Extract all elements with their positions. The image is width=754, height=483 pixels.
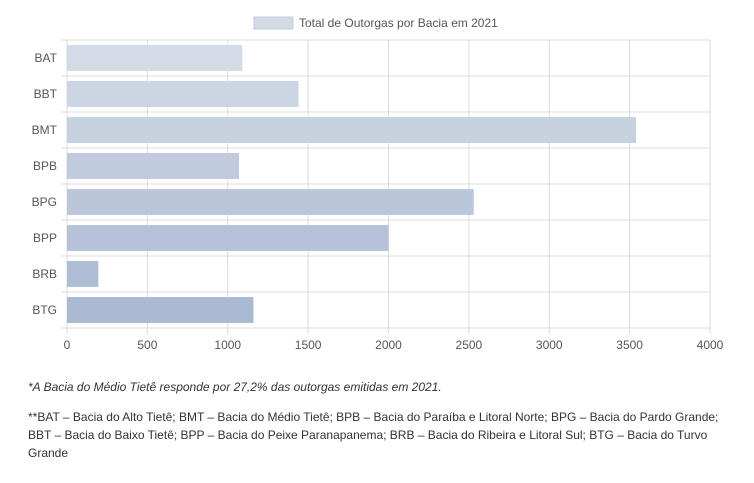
x-tick-label: 500 <box>137 338 157 352</box>
bar-bmt[interactable] <box>67 117 637 143</box>
y-tick-label: BBT <box>34 87 58 101</box>
bar-bpb[interactable] <box>67 153 240 179</box>
bar-bbt[interactable] <box>67 81 299 107</box>
x-tick-label: 0 <box>64 338 71 352</box>
x-tick-label: 3000 <box>536 338 563 352</box>
legend-label: Total de Outorgas por Bacia em 2021 <box>299 16 498 30</box>
y-tick-label: BRB <box>32 267 57 281</box>
bar-chart: Total de Outorgas por Bacia em 2021 BATB… <box>32 16 724 352</box>
bar-bat[interactable] <box>67 45 243 71</box>
chart-bars <box>67 45 637 323</box>
y-tick-label: BAT <box>35 51 58 65</box>
y-axis-labels: BAT BBT BMT BPB BPG BPP BRB BTG <box>32 51 58 317</box>
y-tick-label: BTG <box>32 303 57 317</box>
footnote-share: *A Bacia do Médio Tietê responde por 27,… <box>28 380 442 394</box>
x-tick-label: 2000 <box>375 338 402 352</box>
x-axis-labels: 0 500 1000 1500 2000 2500 3000 3500 4000 <box>64 338 724 352</box>
chart-legend[interactable]: Total de Outorgas por Bacia em 2021 <box>253 16 498 30</box>
bar-bpg[interactable] <box>67 189 474 215</box>
footnotes: *A Bacia do Médio Tietê responde por 27,… <box>28 378 728 462</box>
y-tick-label: BPG <box>32 195 57 209</box>
x-tick-label: 1000 <box>214 338 241 352</box>
bar-btg[interactable] <box>67 297 254 323</box>
bar-bpp[interactable] <box>67 225 389 251</box>
y-tick-label: BMT <box>32 123 58 137</box>
x-tick-label: 4000 <box>697 338 724 352</box>
x-tick-label: 3500 <box>616 338 643 352</box>
legend-swatch <box>253 16 294 30</box>
bar-brb[interactable] <box>67 261 99 287</box>
y-tick-label: BPP <box>33 231 57 245</box>
x-tick-label: 1500 <box>295 338 322 352</box>
footnote-legend: **BAT – Bacia do Alto Tietê; BMT – Bacia… <box>28 410 719 460</box>
chart-grid <box>61 39 711 334</box>
x-tick-label: 2500 <box>456 338 483 352</box>
y-tick-label: BPB <box>33 159 57 173</box>
